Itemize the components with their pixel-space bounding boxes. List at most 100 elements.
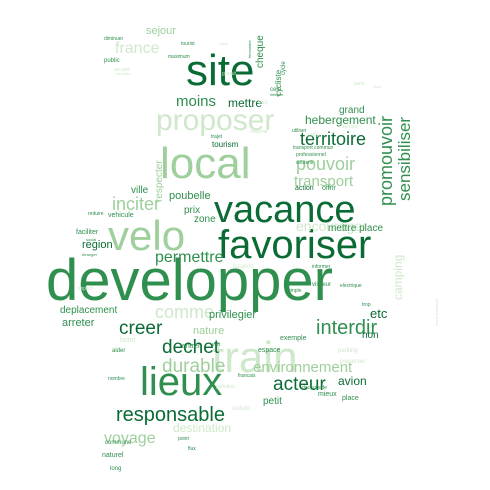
cloud-word: mettre xyxy=(228,96,262,110)
cloud-word: favoriser xyxy=(218,223,371,267)
cloud-word: eco xyxy=(258,100,268,106)
cloud-word: prix xyxy=(184,205,200,216)
cloud-word: celu xyxy=(270,87,281,93)
cloud-word: preserver xyxy=(340,359,365,365)
cloud-word: nature xyxy=(193,325,224,337)
cloud-word: camping xyxy=(391,255,405,300)
cloud-word: pouvoir xyxy=(296,154,355,174)
cloud-word: point xyxy=(178,436,189,442)
cloud-word: transport commun xyxy=(293,145,334,151)
cloud-word: visiteur xyxy=(312,282,331,288)
cloud-word: responsable xyxy=(116,404,225,426)
cloud-word: commune xyxy=(105,440,132,446)
cloud-word: simple xyxy=(287,288,302,294)
cloud-word: espace xyxy=(258,347,281,354)
cloud-word: hebergement xyxy=(305,113,376,127)
cloud-word: lieux xyxy=(140,360,222,404)
cloud-word: accueil xyxy=(114,67,130,73)
cloud-word: site xyxy=(186,46,254,95)
cloud-word: petit xyxy=(263,396,282,407)
cloud-word: moins xyxy=(176,93,216,110)
cloud-word: pollution xyxy=(216,384,235,390)
cloud-word: mettre place xyxy=(328,223,383,234)
cloud-word: service xyxy=(342,124,358,130)
cloud-word: soutenir xyxy=(296,160,314,166)
cloud-word: ville xyxy=(131,185,149,196)
cloud-word: encourager xyxy=(296,218,367,234)
cloud-word: local xyxy=(160,139,251,188)
cloud-word: exemple xyxy=(280,335,307,342)
cloud-word: faciliter xyxy=(76,229,99,236)
cloud-word: national xyxy=(250,129,268,135)
cloud-word: mieux xyxy=(318,391,337,398)
cloud-word: cycliste xyxy=(274,69,283,96)
cloud-word: promouvoir xyxy=(376,116,396,206)
cloud-word: impact xyxy=(78,286,93,292)
cloud-word: vacance xyxy=(214,189,356,231)
cloud-word: flux xyxy=(188,446,196,452)
cloud-word: parking xyxy=(338,348,358,354)
cloud-word: enfin xyxy=(307,133,320,139)
cloud-word: sensibiliser xyxy=(395,117,414,201)
cloud-word: ferroviaire xyxy=(247,39,252,58)
cloud-word: location xyxy=(233,264,254,270)
cloud-word: vehicule xyxy=(108,212,134,219)
cloud-word: public xyxy=(104,58,120,64)
cloud-word: proposer xyxy=(156,104,274,137)
cloud-word: maximum xyxy=(168,54,190,60)
cloud-word: professionnel xyxy=(296,152,326,158)
cloud-word: diminuer xyxy=(104,36,124,42)
cloud-word: gratuit xyxy=(222,71,237,77)
cloud-word: electrique xyxy=(340,283,362,289)
cloud-word: remettre xyxy=(116,71,132,76)
cloud-word: trajet xyxy=(211,134,223,140)
cloud-word: poubelle xyxy=(169,190,211,202)
cloud-word: decouverte xyxy=(302,385,327,391)
cloud-word: developper xyxy=(46,248,333,313)
cloud-word: transport xyxy=(294,173,354,190)
cloud-word: inciter xyxy=(112,194,160,214)
cloud-word: destination xyxy=(173,421,231,435)
cloud-word: territoire xyxy=(300,129,366,149)
cloud-word: grand xyxy=(339,105,365,116)
cloud-word: utiliser xyxy=(292,128,307,134)
cloud-word: non xyxy=(362,330,379,341)
cloud-word: zone xyxy=(194,214,216,225)
cloud-word: naturel xyxy=(102,452,124,459)
cloud-word: integrer xyxy=(270,92,284,97)
cloud-word: aider xyxy=(112,348,125,354)
cloud-word: long xyxy=(110,466,121,472)
cloud-word: voyage xyxy=(104,430,156,447)
cloud-word: mode transport xyxy=(434,298,439,326)
cloud-word: client xyxy=(219,41,229,46)
cloud-word: sans xyxy=(354,81,365,87)
cloud-word: informer xyxy=(312,264,331,270)
cloud-word: action xyxy=(295,185,314,192)
cloud-word: region xyxy=(82,239,113,251)
cloud-word: voiture xyxy=(232,406,251,412)
cloud-word: velo xyxy=(108,212,185,259)
cloud-word: cycle xyxy=(281,61,287,75)
cloud-word: france xyxy=(115,40,160,57)
cloud-word: dechet xyxy=(162,337,220,358)
cloud-word: place xyxy=(342,395,359,402)
cloud-word: arreter xyxy=(62,317,95,329)
cloud-word: privilegier xyxy=(209,309,256,321)
cloud-word: trop xyxy=(362,302,371,308)
cloud-word: reduire xyxy=(88,211,104,217)
cloud-word: environnement xyxy=(253,359,353,376)
cloud-word: touri xyxy=(373,84,381,89)
cloud-word: durable xyxy=(162,356,225,377)
cloud-word: nombre xyxy=(108,376,125,382)
cloud-word: respecter xyxy=(154,160,165,202)
cloud-word: sejour xyxy=(146,25,176,37)
cloud-word: train xyxy=(212,333,298,382)
cloud-word: etranger xyxy=(82,252,98,257)
cloud-word: comme xyxy=(155,302,214,322)
cloud-word: etc xyxy=(370,306,388,321)
cloud-word: social xyxy=(86,237,96,242)
cloud-word: acteur xyxy=(273,374,326,395)
cloud-word: tourism xyxy=(212,140,239,149)
